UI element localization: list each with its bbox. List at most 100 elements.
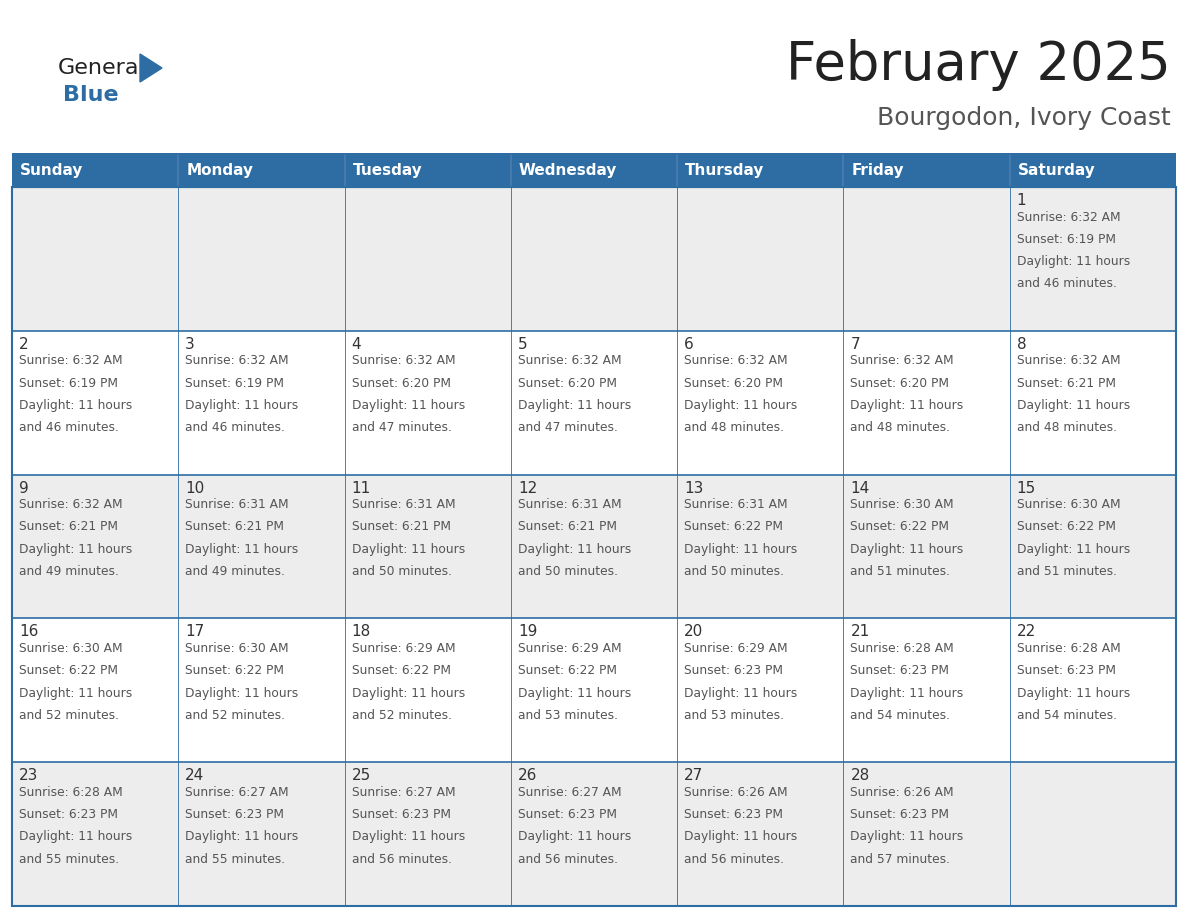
Text: 4: 4 xyxy=(352,337,361,352)
Text: Sunrise: 6:30 AM: Sunrise: 6:30 AM xyxy=(185,642,289,655)
Text: 11: 11 xyxy=(352,481,371,496)
Text: 26: 26 xyxy=(518,768,537,783)
Text: Sunset: 6:22 PM: Sunset: 6:22 PM xyxy=(352,665,450,677)
Text: Sunrise: 6:27 AM: Sunrise: 6:27 AM xyxy=(185,786,289,799)
Text: Sunset: 6:23 PM: Sunset: 6:23 PM xyxy=(352,808,450,821)
Text: Monday: Monday xyxy=(187,163,253,178)
Text: Sunday: Sunday xyxy=(20,163,83,178)
Bar xyxy=(345,187,511,330)
Text: Daylight: 11 hours: Daylight: 11 hours xyxy=(684,543,797,555)
Text: Sunset: 6:22 PM: Sunset: 6:22 PM xyxy=(684,521,783,533)
Text: and 56 minutes.: and 56 minutes. xyxy=(684,853,784,866)
Text: and 50 minutes.: and 50 minutes. xyxy=(684,565,784,578)
Text: Daylight: 11 hours: Daylight: 11 hours xyxy=(185,399,298,412)
Text: Sunrise: 6:28 AM: Sunrise: 6:28 AM xyxy=(1017,642,1120,655)
Text: 20: 20 xyxy=(684,624,703,640)
Bar xyxy=(843,762,1010,906)
Text: 10: 10 xyxy=(185,481,204,496)
Text: Sunrise: 6:32 AM: Sunrise: 6:32 AM xyxy=(352,354,455,367)
Text: Daylight: 11 hours: Daylight: 11 hours xyxy=(19,399,132,412)
Polygon shape xyxy=(140,54,162,82)
Text: Sunset: 6:22 PM: Sunset: 6:22 PM xyxy=(19,665,118,677)
Text: Sunrise: 6:31 AM: Sunrise: 6:31 AM xyxy=(684,498,788,511)
Text: Sunset: 6:20 PM: Sunset: 6:20 PM xyxy=(352,376,450,389)
Text: and 48 minutes.: and 48 minutes. xyxy=(851,421,950,434)
Text: Daylight: 11 hours: Daylight: 11 hours xyxy=(518,687,631,700)
Bar xyxy=(843,619,1010,762)
Text: Daylight: 11 hours: Daylight: 11 hours xyxy=(684,399,797,412)
Text: February 2025: February 2025 xyxy=(786,39,1171,91)
Bar xyxy=(178,762,345,906)
Text: General: General xyxy=(58,58,146,78)
Text: and 51 minutes.: and 51 minutes. xyxy=(851,565,950,578)
Bar xyxy=(677,155,843,187)
Bar xyxy=(1010,762,1176,906)
Text: Daylight: 11 hours: Daylight: 11 hours xyxy=(518,543,631,555)
Text: Daylight: 11 hours: Daylight: 11 hours xyxy=(352,399,465,412)
Text: Sunset: 6:19 PM: Sunset: 6:19 PM xyxy=(1017,233,1116,246)
Bar xyxy=(511,155,677,187)
Text: Tuesday: Tuesday xyxy=(353,163,422,178)
Text: Sunset: 6:23 PM: Sunset: 6:23 PM xyxy=(851,808,949,821)
Text: 12: 12 xyxy=(518,481,537,496)
Text: 16: 16 xyxy=(19,624,38,640)
Bar xyxy=(345,155,511,187)
Text: and 53 minutes.: and 53 minutes. xyxy=(518,709,618,722)
Text: Sunrise: 6:31 AM: Sunrise: 6:31 AM xyxy=(352,498,455,511)
Bar xyxy=(12,187,178,330)
Text: and 52 minutes.: and 52 minutes. xyxy=(19,709,119,722)
Bar xyxy=(677,187,843,330)
Text: Sunset: 6:23 PM: Sunset: 6:23 PM xyxy=(518,808,617,821)
Text: 1: 1 xyxy=(1017,193,1026,208)
Text: Daylight: 11 hours: Daylight: 11 hours xyxy=(851,543,963,555)
Text: Sunrise: 6:27 AM: Sunrise: 6:27 AM xyxy=(352,786,455,799)
Text: 2: 2 xyxy=(19,337,29,352)
Bar xyxy=(511,330,677,475)
Text: Saturday: Saturday xyxy=(1018,163,1095,178)
Bar xyxy=(677,475,843,619)
Text: Daylight: 11 hours: Daylight: 11 hours xyxy=(851,399,963,412)
Bar xyxy=(677,330,843,475)
Bar xyxy=(12,330,178,475)
Text: Daylight: 11 hours: Daylight: 11 hours xyxy=(684,687,797,700)
Text: Sunrise: 6:27 AM: Sunrise: 6:27 AM xyxy=(518,786,621,799)
Text: Sunset: 6:23 PM: Sunset: 6:23 PM xyxy=(1017,665,1116,677)
Text: Sunrise: 6:32 AM: Sunrise: 6:32 AM xyxy=(19,354,122,367)
Bar xyxy=(178,330,345,475)
Text: and 49 minutes.: and 49 minutes. xyxy=(185,565,285,578)
Text: Sunrise: 6:31 AM: Sunrise: 6:31 AM xyxy=(518,498,621,511)
Text: Sunrise: 6:32 AM: Sunrise: 6:32 AM xyxy=(518,354,621,367)
Text: Sunset: 6:23 PM: Sunset: 6:23 PM xyxy=(684,808,783,821)
Text: 5: 5 xyxy=(518,337,527,352)
Text: Sunset: 6:22 PM: Sunset: 6:22 PM xyxy=(185,665,284,677)
Text: Sunrise: 6:32 AM: Sunrise: 6:32 AM xyxy=(851,354,954,367)
Bar xyxy=(1010,330,1176,475)
Text: Sunrise: 6:29 AM: Sunrise: 6:29 AM xyxy=(684,642,788,655)
Text: 23: 23 xyxy=(19,768,38,783)
Text: and 54 minutes.: and 54 minutes. xyxy=(851,709,950,722)
Text: and 46 minutes.: and 46 minutes. xyxy=(1017,277,1117,290)
Text: and 47 minutes.: and 47 minutes. xyxy=(352,421,451,434)
Text: Daylight: 11 hours: Daylight: 11 hours xyxy=(19,687,132,700)
Text: and 46 minutes.: and 46 minutes. xyxy=(19,421,119,434)
Bar xyxy=(511,475,677,619)
Text: and 50 minutes.: and 50 minutes. xyxy=(352,565,451,578)
Text: Daylight: 11 hours: Daylight: 11 hours xyxy=(352,543,465,555)
Text: Sunset: 6:21 PM: Sunset: 6:21 PM xyxy=(352,521,450,533)
Text: 24: 24 xyxy=(185,768,204,783)
Text: 19: 19 xyxy=(518,624,537,640)
Text: Sunrise: 6:29 AM: Sunrise: 6:29 AM xyxy=(352,642,455,655)
Bar xyxy=(12,187,1176,906)
Text: Sunset: 6:21 PM: Sunset: 6:21 PM xyxy=(185,521,284,533)
Text: Daylight: 11 hours: Daylight: 11 hours xyxy=(1017,399,1130,412)
Bar xyxy=(12,619,178,762)
Text: Sunrise: 6:29 AM: Sunrise: 6:29 AM xyxy=(518,642,621,655)
Text: and 55 minutes.: and 55 minutes. xyxy=(185,853,285,866)
Text: Sunset: 6:19 PM: Sunset: 6:19 PM xyxy=(19,376,118,389)
Text: and 55 minutes.: and 55 minutes. xyxy=(19,853,119,866)
Bar xyxy=(12,475,178,619)
Text: Daylight: 11 hours: Daylight: 11 hours xyxy=(185,831,298,844)
Text: Sunrise: 6:32 AM: Sunrise: 6:32 AM xyxy=(1017,354,1120,367)
Bar xyxy=(178,619,345,762)
Bar xyxy=(345,619,511,762)
